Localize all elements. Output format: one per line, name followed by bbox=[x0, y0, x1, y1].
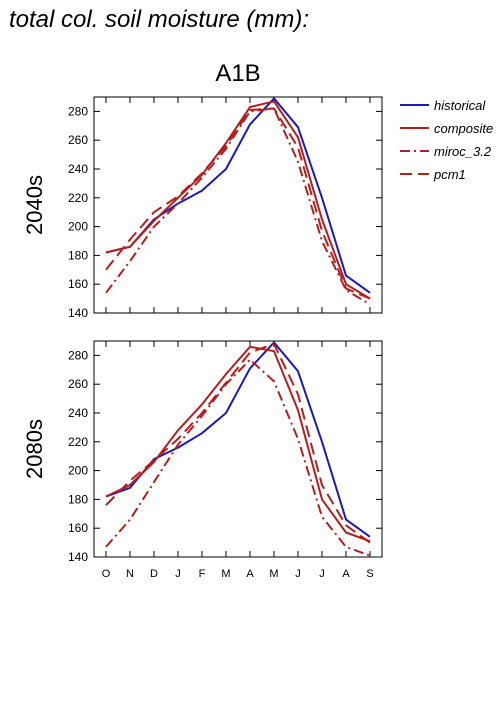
x-tick-label: J bbox=[319, 568, 325, 580]
plot-frame bbox=[93, 96, 383, 314]
y-tick-label: 160 bbox=[68, 521, 88, 535]
y-tick-label: 260 bbox=[68, 377, 88, 391]
y-tick-label: 240 bbox=[68, 406, 88, 420]
legend: historical composite miroc_3.2 pcm1 bbox=[400, 98, 493, 182]
x-tick-label: O bbox=[102, 568, 111, 580]
x-tick-label: D bbox=[150, 568, 158, 580]
series-line-historical bbox=[105, 97, 371, 294]
y-tick-label: 200 bbox=[68, 464, 88, 478]
legend-label: miroc_3.2 bbox=[434, 144, 492, 159]
series-line-composite bbox=[105, 345, 371, 543]
series-line-historical bbox=[105, 341, 371, 538]
y-tick-label: 140 bbox=[68, 550, 88, 564]
y-tick-label: 200 bbox=[68, 220, 88, 234]
x-tick-label: A bbox=[342, 568, 350, 580]
x-tick-label: F bbox=[199, 568, 206, 580]
x-tick-label: M bbox=[221, 568, 230, 580]
legend-label: composite bbox=[434, 121, 493, 136]
y-tick-label: 220 bbox=[68, 191, 88, 205]
y-tick-label: 280 bbox=[68, 348, 88, 362]
series-line-pcm1 bbox=[105, 107, 371, 300]
series-line-miroc-3-2 bbox=[105, 107, 371, 306]
x-tick-label: S bbox=[366, 568, 373, 580]
y-tick-label: 140 bbox=[68, 306, 88, 320]
y-tick-label: 280 bbox=[68, 104, 88, 118]
chart-panel-2080s: 140 160 180 200 220 240 260 280 O N D J F M A M J J A S 2080… bbox=[22, 340, 383, 580]
series-line-pcm1 bbox=[105, 342, 371, 544]
y-tick-label: 220 bbox=[68, 435, 88, 449]
x-tick-label: M bbox=[269, 568, 278, 580]
y-tick-label: 180 bbox=[68, 492, 88, 506]
y-tick-label: 240 bbox=[68, 162, 88, 176]
y-tick-label: 180 bbox=[68, 248, 88, 262]
plot-frame bbox=[93, 340, 383, 558]
x-tick-label: J bbox=[295, 568, 301, 580]
x-tick-label: J bbox=[175, 568, 181, 580]
scenario-title: A1B bbox=[215, 60, 260, 87]
series-line-composite bbox=[105, 100, 371, 300]
legend-label: pcm1 bbox=[433, 167, 466, 182]
x-tick-label: A bbox=[246, 568, 254, 580]
panel-label: 2080s bbox=[22, 419, 47, 479]
chart-panel-2040s: 140 160 180 200 220 240 260 280 2040s bbox=[22, 96, 383, 320]
y-tick-label: 260 bbox=[68, 133, 88, 147]
panel-label: 2040s bbox=[22, 175, 47, 235]
legend-label: historical bbox=[434, 98, 486, 113]
figure-title: total col. soil moisture (mm): bbox=[9, 6, 310, 33]
chart-panels: 140 160 180 200 220 240 260 280 2040s 140 160 180 20… bbox=[22, 96, 383, 580]
y-tick-label: 160 bbox=[68, 277, 88, 291]
x-tick-label: N bbox=[126, 568, 134, 580]
